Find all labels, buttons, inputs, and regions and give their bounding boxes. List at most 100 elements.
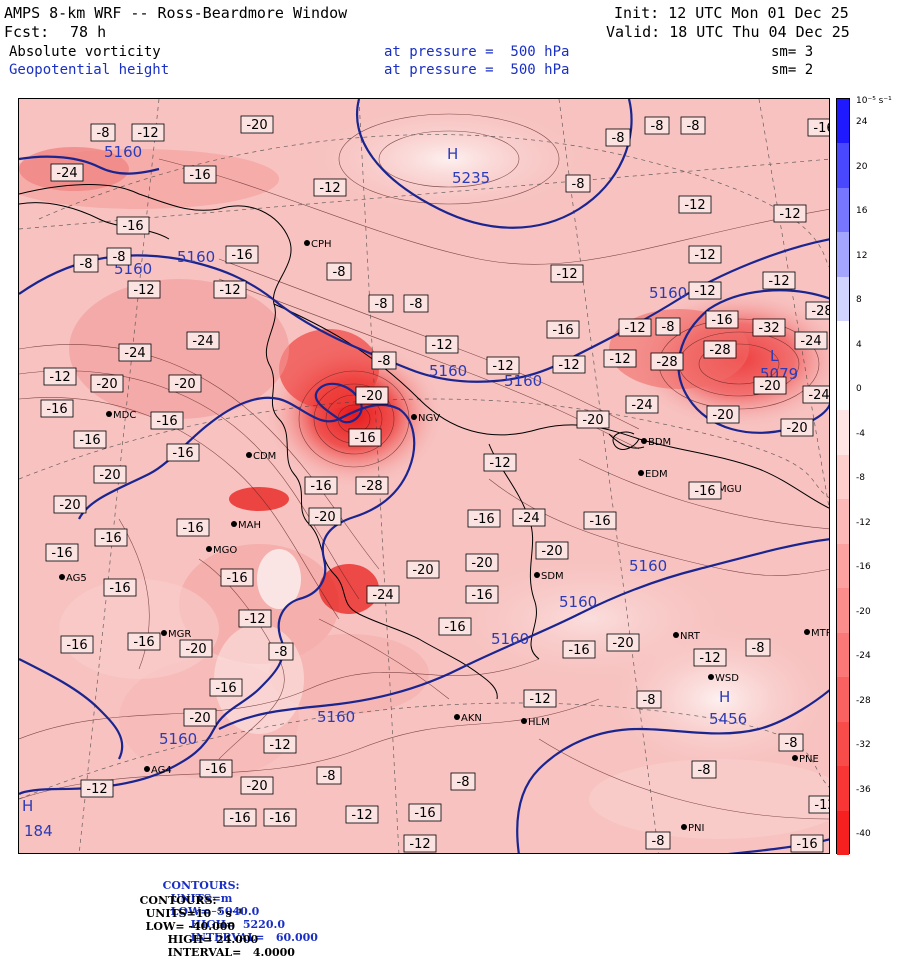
vorticity-label: -12 — [80, 779, 114, 798]
svg-text:-20: -20 — [246, 779, 267, 794]
svg-text:-12: -12 — [489, 456, 510, 471]
height-label: 5160 — [629, 557, 667, 575]
svg-text:-32: -32 — [758, 321, 779, 336]
vorticity-label: -16 — [209, 678, 243, 697]
svg-text:-16: -16 — [796, 837, 817, 852]
vorticity-label: -16 — [223, 808, 257, 827]
vorticity-label: -12 — [603, 349, 637, 368]
vorticity-label: -16 — [150, 411, 184, 430]
vorticity-label: -20 — [179, 639, 213, 658]
svg-text:-16: -16 — [444, 620, 465, 635]
svg-text:-20: -20 — [541, 544, 562, 559]
svg-text:-16: -16 — [269, 811, 290, 826]
height-label: 5160 — [317, 708, 355, 726]
vorticity-label: -16 — [116, 216, 150, 235]
vorticity-label: -20 — [183, 708, 217, 727]
svg-text:-8: -8 — [612, 131, 625, 146]
footer1-label: CONTOURS: — [162, 879, 240, 892]
vorticity-label: -20 — [465, 553, 499, 572]
station-marker: AKN — [454, 713, 482, 724]
svg-text:-8: -8 — [378, 354, 391, 369]
svg-text:-12: -12 — [699, 651, 720, 666]
svg-text:-12: -12 — [86, 782, 107, 797]
field2-level: at pressure = 500 hPa — [384, 62, 570, 78]
station-marker: MGR — [161, 629, 191, 640]
colorbar-segment — [837, 187, 849, 233]
colorbar-segment — [837, 276, 849, 322]
station-label: CDM — [253, 451, 276, 462]
colorbar — [836, 98, 850, 855]
vorticity-label: -16 — [705, 310, 739, 329]
vorticity-label: -20 — [576, 410, 610, 429]
station-marker: AG4 — [144, 765, 172, 776]
svg-text:-12: -12 — [529, 692, 550, 707]
svg-text:-16: -16 — [568, 643, 589, 658]
vorticity-label: -12 — [213, 280, 247, 299]
vorticity-label: -16 — [103, 578, 137, 597]
footer-vorticity-contours: CONTOURS: UNITS=10⁻⁵ s⁻¹ LOW= -40.000 HI… — [132, 881, 295, 959]
height-label: 5456 — [709, 710, 747, 728]
vorticity-label: -16 — [465, 585, 499, 604]
footer2-high: HIGH= 24.000 — [167, 933, 259, 946]
height-label: 5160 — [504, 372, 542, 390]
forecast-label: Fcst: — [4, 23, 50, 41]
svg-text:-20: -20 — [246, 118, 267, 133]
vorticity-label: -32 — [752, 318, 786, 337]
svg-text:-8: -8 — [652, 834, 665, 849]
svg-text:-12: -12 — [558, 358, 579, 373]
vorticity-label: -20 — [53, 495, 87, 514]
station-marker: SDM — [534, 571, 564, 582]
vorticity-label: -8 — [691, 760, 717, 779]
svg-text:-16: -16 — [229, 811, 250, 826]
svg-text:-24: -24 — [192, 334, 213, 349]
svg-text:-8: -8 — [410, 297, 423, 312]
svg-text:-28: -28 — [709, 343, 730, 358]
height-label: 5160 — [177, 248, 215, 266]
svg-text:-16: -16 — [156, 414, 177, 429]
colorbar-tick: -32 — [856, 740, 871, 751]
colorbar-unit: 10⁻⁵ s⁻¹ — [856, 96, 892, 106]
svg-text:-16: -16 — [182, 521, 203, 536]
svg-text:-16: -16 — [51, 546, 72, 561]
station-marker: HLM — [521, 717, 550, 728]
svg-text:-12: -12 — [409, 837, 430, 852]
svg-text:-12: -12 — [269, 738, 290, 753]
svg-text:-16: -16 — [189, 168, 210, 183]
vorticity-label: -8 — [778, 733, 804, 752]
colorbar-segment — [837, 543, 849, 589]
svg-text:-28: -28 — [656, 355, 677, 370]
svg-text:-12: -12 — [319, 181, 340, 196]
colorbar-tick: -16 — [856, 562, 871, 573]
svg-text:-8: -8 — [275, 645, 288, 660]
svg-text:-8: -8 — [698, 763, 711, 778]
vorticity-label: -8 — [90, 123, 116, 142]
vorticity-label: -20 — [168, 374, 202, 393]
station-label: EDM — [645, 469, 668, 480]
station-marker: AG5 — [59, 573, 87, 584]
svg-text:-20: -20 — [361, 389, 382, 404]
vorticity-label: -12 — [693, 648, 727, 667]
svg-text:-8: -8 — [687, 119, 700, 134]
vorticity-label: -24 — [512, 508, 546, 527]
colorbar-tick: 24 — [856, 117, 868, 128]
station-marker: NRT — [673, 631, 701, 642]
station-label: CPH — [311, 239, 332, 250]
vorticity-label: -8 — [316, 766, 342, 785]
vorticity-label: -16 — [263, 808, 297, 827]
vorticity-label: -20 — [240, 776, 274, 795]
station-marker: PNE — [792, 754, 819, 765]
footer2-interval: INTERVAL= 4.0000 — [167, 946, 295, 959]
field1-name: Absolute vorticity — [9, 44, 161, 60]
svg-text:-16: -16 — [46, 402, 67, 417]
svg-text:-12: -12 — [609, 352, 630, 367]
colorbar-segment — [837, 143, 849, 188]
vorticity-label: -20 — [606, 633, 640, 652]
vorticity-label: -20 — [90, 374, 124, 393]
svg-text:-20: -20 — [96, 377, 117, 392]
svg-text:-28: -28 — [361, 479, 382, 494]
vorticity-label: -12 — [345, 805, 379, 824]
svg-text:-20: -20 — [99, 468, 120, 483]
colorbar-segment — [837, 588, 849, 633]
